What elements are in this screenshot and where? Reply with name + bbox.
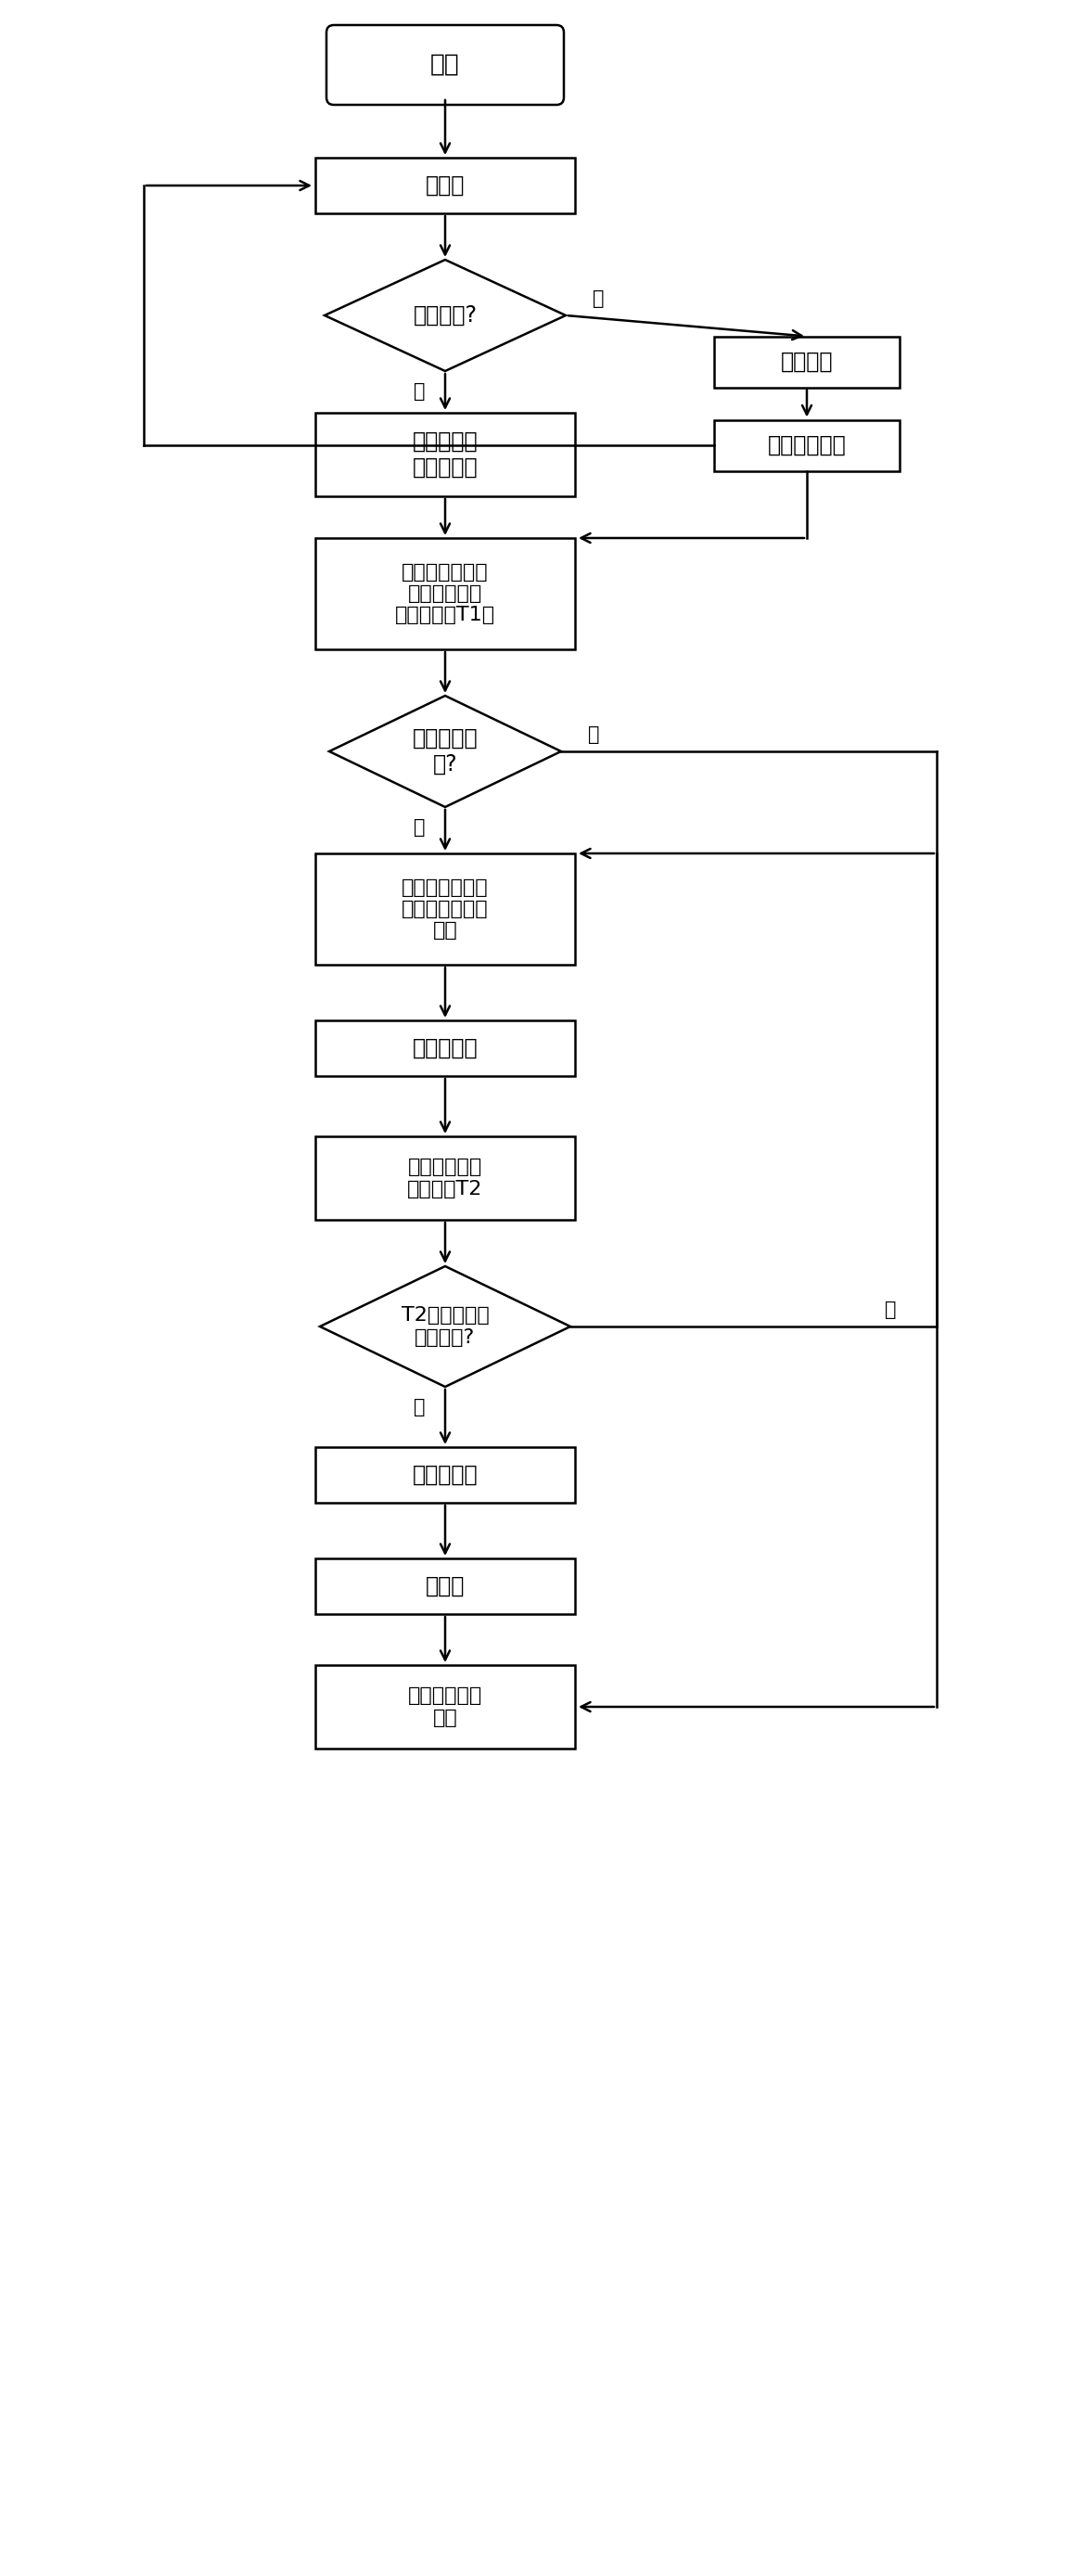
Polygon shape bbox=[329, 696, 561, 806]
Bar bbox=[315, 1664, 575, 1749]
Text: 是: 是 bbox=[413, 819, 425, 837]
Text: 开始: 开始 bbox=[430, 54, 460, 77]
Text: T2时间内还有
其他按键?: T2时间内还有 其他按键? bbox=[401, 1306, 489, 1347]
Bar bbox=[315, 538, 575, 649]
Text: 否: 否 bbox=[413, 381, 425, 402]
Text: 密码认证: 密码认证 bbox=[781, 350, 833, 374]
Text: 设置参数?: 设置参数? bbox=[413, 304, 477, 327]
Text: 微控制器暂存
信号时间T2: 微控制器暂存 信号时间T2 bbox=[408, 1159, 483, 1198]
Bar bbox=[315, 1136, 575, 1221]
Bar bbox=[315, 157, 575, 214]
Text: 接收器获取总光
强并转化为电压
信号: 接收器获取总光 强并转化为电压 信号 bbox=[401, 878, 488, 940]
Bar bbox=[315, 1020, 575, 1077]
Text: 实现自动按键
功能: 实现自动按键 功能 bbox=[408, 1687, 483, 1726]
Polygon shape bbox=[325, 260, 565, 371]
Bar bbox=[315, 1558, 575, 1615]
FancyBboxPatch shape bbox=[326, 26, 563, 106]
Text: 继电器: 继电器 bbox=[426, 1574, 465, 1597]
Bar bbox=[315, 853, 575, 966]
Bar bbox=[315, 412, 575, 497]
Text: 电压比较器: 电压比较器 bbox=[412, 1038, 477, 1059]
Bar bbox=[315, 1448, 575, 1502]
Text: 否: 否 bbox=[588, 726, 600, 744]
Bar bbox=[715, 420, 899, 471]
Bar bbox=[715, 337, 899, 386]
Text: 是: 是 bbox=[592, 289, 604, 309]
Text: 光电耦合器: 光电耦合器 bbox=[412, 1463, 477, 1486]
Text: 否: 否 bbox=[413, 1399, 425, 1417]
Text: 是: 是 bbox=[884, 1301, 896, 1319]
Text: 沿用上一次
设定的参数: 沿用上一次 设定的参数 bbox=[412, 430, 477, 479]
Polygon shape bbox=[320, 1267, 571, 1386]
Text: 初始化: 初始化 bbox=[426, 175, 465, 196]
Text: 记忆环境光强并
转化为电压量
（需要时间T1）: 记忆环境光强并 转化为电压量 （需要时间T1） bbox=[395, 564, 496, 623]
Text: 使用安全按
键?: 使用安全按 键? bbox=[412, 726, 477, 775]
Text: 重新设定参数: 重新设定参数 bbox=[767, 435, 847, 456]
